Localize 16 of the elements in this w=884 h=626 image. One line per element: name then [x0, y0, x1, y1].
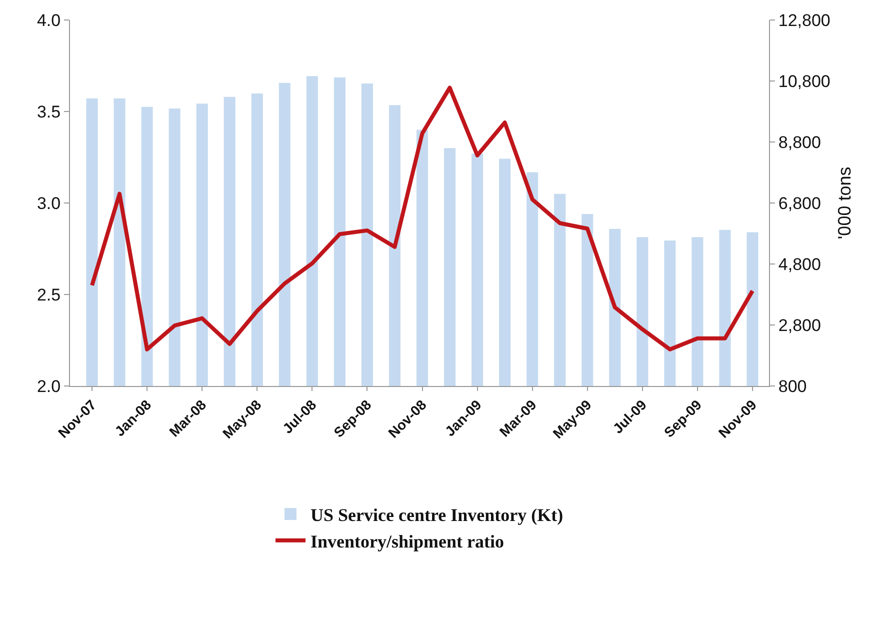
y2-tick-label: 2,800: [778, 316, 821, 335]
y-tick-label: 2.0: [36, 376, 61, 396]
y2-tick-label: 10,800: [778, 72, 830, 91]
y-tick-label: 2.5: [36, 285, 61, 304]
y2-tick-label: 8,800: [778, 132, 821, 152]
y2-axis-title: '000 tons: [834, 166, 854, 240]
line-series: [90, 86, 754, 352]
y-tick-label: 3.0: [36, 194, 61, 213]
y2-tick-label: 800: [778, 376, 807, 396]
legend-label: Inventory/shipment ratio: [310, 531, 504, 552]
legend-label: US Service centre Inventory (Kt): [310, 505, 564, 526]
y-tick-label: 4.0: [36, 10, 61, 30]
y2-tick-label: 4,800: [778, 254, 821, 274]
y2-tick-label: 6,800: [778, 194, 821, 213]
y2-tick-label: 12,800: [778, 10, 830, 30]
y-tick-label: 3.5: [36, 102, 61, 122]
